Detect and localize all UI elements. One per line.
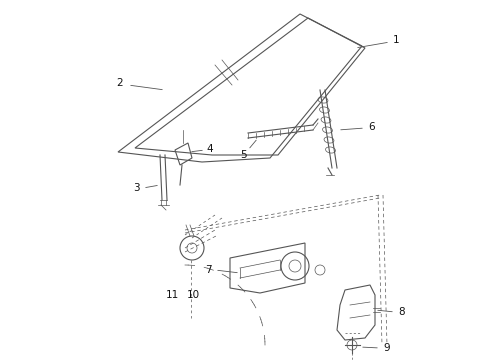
- Text: 4: 4: [207, 144, 213, 154]
- Text: 7: 7: [205, 265, 211, 275]
- Text: 2: 2: [117, 78, 123, 88]
- Text: 11: 11: [166, 290, 179, 300]
- Text: 5: 5: [240, 150, 246, 160]
- Text: 3: 3: [133, 183, 139, 193]
- Text: 6: 6: [368, 122, 375, 132]
- Text: 10: 10: [186, 290, 199, 300]
- Text: 8: 8: [399, 307, 405, 317]
- Text: 9: 9: [384, 343, 391, 353]
- Text: 1: 1: [392, 35, 399, 45]
